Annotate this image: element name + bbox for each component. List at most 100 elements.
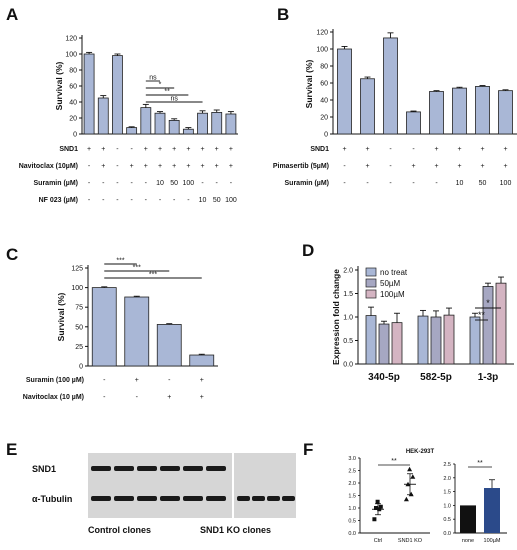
- condition-row-label: NF 023 (µM): [39, 197, 78, 204]
- bar: [452, 87, 467, 135]
- y-tick-label: 0.0: [348, 531, 356, 537]
- y-tick-label: 80: [69, 68, 77, 75]
- y-tick-label: 25: [75, 344, 83, 351]
- condition-cell: 50: [213, 197, 221, 204]
- condition-cell: 100: [225, 197, 237, 204]
- condition-cell: -: [102, 180, 105, 187]
- blot-label-sond1: SND1: [32, 464, 56, 474]
- condition-cell: +: [135, 377, 139, 384]
- condition-cell: +: [229, 163, 233, 170]
- legend-swatch: [365, 267, 377, 277]
- condition-cell: +: [101, 146, 105, 153]
- x-tick-label: none: [462, 538, 474, 544]
- blot-band-snd1: [137, 466, 157, 471]
- bar: [83, 53, 95, 135]
- condition-cell: +: [457, 163, 461, 170]
- blot-band-snd1: [114, 466, 134, 471]
- panel-letter-c: C: [6, 245, 18, 264]
- y-tick-label: 60: [320, 81, 328, 88]
- blot-band-tubulin: [237, 496, 250, 501]
- bar: [211, 112, 223, 135]
- y-tick-label: 2.0: [348, 481, 356, 487]
- bar: [460, 505, 476, 533]
- condition-cell: -: [116, 180, 119, 187]
- condition-cell: -: [343, 163, 346, 170]
- x-tick-label: 582-5p: [420, 372, 452, 383]
- y-tick-label: 75: [75, 305, 83, 312]
- blot-band-tubulin: [91, 496, 111, 501]
- condition-cell: +: [434, 146, 438, 153]
- y-tick-label: 80: [320, 64, 328, 71]
- significance-label: *: [159, 82, 162, 89]
- condition-cell: +: [186, 163, 190, 170]
- blot-band-snd1: [160, 466, 180, 471]
- blot-band-snd1: [206, 466, 226, 471]
- condition-cell: +: [158, 163, 162, 170]
- legend-label: 100µM: [380, 290, 405, 299]
- condition-cell: +: [172, 146, 176, 153]
- condition-cell: -: [103, 377, 106, 384]
- significance-label: ***: [116, 258, 124, 265]
- blot-membrane: [88, 453, 296, 518]
- y-tick-label: 0: [73, 132, 77, 139]
- data-point: [378, 504, 383, 509]
- y-tick-label: 50: [75, 324, 83, 331]
- blot-band-snd1: [91, 466, 111, 471]
- panel-c-chart: 0 25 50 75 100 125 Survival (%) *** *** *** Surami…: [23, 258, 218, 401]
- y-tick-label: 2.5: [348, 469, 356, 475]
- blot-group-ko: SND1 KO clones: [200, 525, 271, 535]
- significance-label: ***: [133, 265, 141, 272]
- condition-cell: +: [365, 163, 369, 170]
- condition-cell: +: [200, 394, 204, 401]
- data-point: [408, 491, 414, 497]
- y-tick-label: 1.0: [343, 315, 353, 322]
- condition-cell: -: [116, 163, 119, 170]
- bar: [430, 316, 442, 365]
- condition-cell: +: [130, 163, 134, 170]
- condition-cell: 50: [170, 180, 178, 187]
- x-tick-label: SND1 KO: [398, 538, 423, 544]
- condition-cell: +: [215, 146, 219, 153]
- y-tick-label: 2.0: [343, 268, 353, 275]
- condition-cell: +: [200, 377, 204, 384]
- y-tick-label: 1.5: [443, 490, 451, 496]
- blot-band-snd1: [183, 466, 203, 471]
- y-tick-label: 0.5: [348, 519, 356, 525]
- bar: [337, 48, 352, 135]
- bar: [365, 315, 377, 365]
- y-tick-label: 20: [69, 116, 77, 123]
- condition-cell: -: [435, 180, 438, 187]
- data-point: [374, 506, 378, 510]
- condition-cell: -: [145, 197, 148, 204]
- data-point: [403, 496, 409, 502]
- condition-row-label: Navitoclax (10 µM): [23, 394, 84, 401]
- blot-label-tubulin: α-Tubulin: [32, 494, 72, 504]
- condition-cell: +: [200, 146, 204, 153]
- condition-cell: +: [480, 163, 484, 170]
- condition-cell: -: [130, 180, 133, 187]
- condition-cell: -: [216, 180, 219, 187]
- condition-cell: -: [168, 377, 171, 384]
- condition-cell: -: [116, 197, 119, 204]
- bar: [126, 127, 138, 135]
- panel-f-bar: 0.0 0.5 1.0 1.5 2.0 2.5 none 100µM **: [443, 460, 507, 544]
- y-tick-label: 1.0: [443, 503, 451, 509]
- condition-cell: +: [158, 146, 162, 153]
- data-point: [375, 499, 380, 504]
- condition-cell: 10: [156, 180, 164, 187]
- y-tick-label: 0.5: [343, 338, 353, 345]
- condition-cell: +: [215, 163, 219, 170]
- y-tick-label: 1.5: [348, 494, 356, 500]
- blot-band-tubulin: [183, 496, 203, 501]
- y-tick-label: 20: [320, 115, 328, 122]
- condition-cell: +: [200, 163, 204, 170]
- y-tick-label: 3.0: [348, 456, 356, 462]
- condition-cell: -: [366, 180, 369, 187]
- bar: [112, 55, 123, 135]
- condition-cell: +: [144, 163, 148, 170]
- bar: [91, 287, 117, 367]
- condition-cell: -: [187, 197, 190, 204]
- y-tick-label: 100: [316, 47, 328, 54]
- legend-swatch: [365, 289, 377, 299]
